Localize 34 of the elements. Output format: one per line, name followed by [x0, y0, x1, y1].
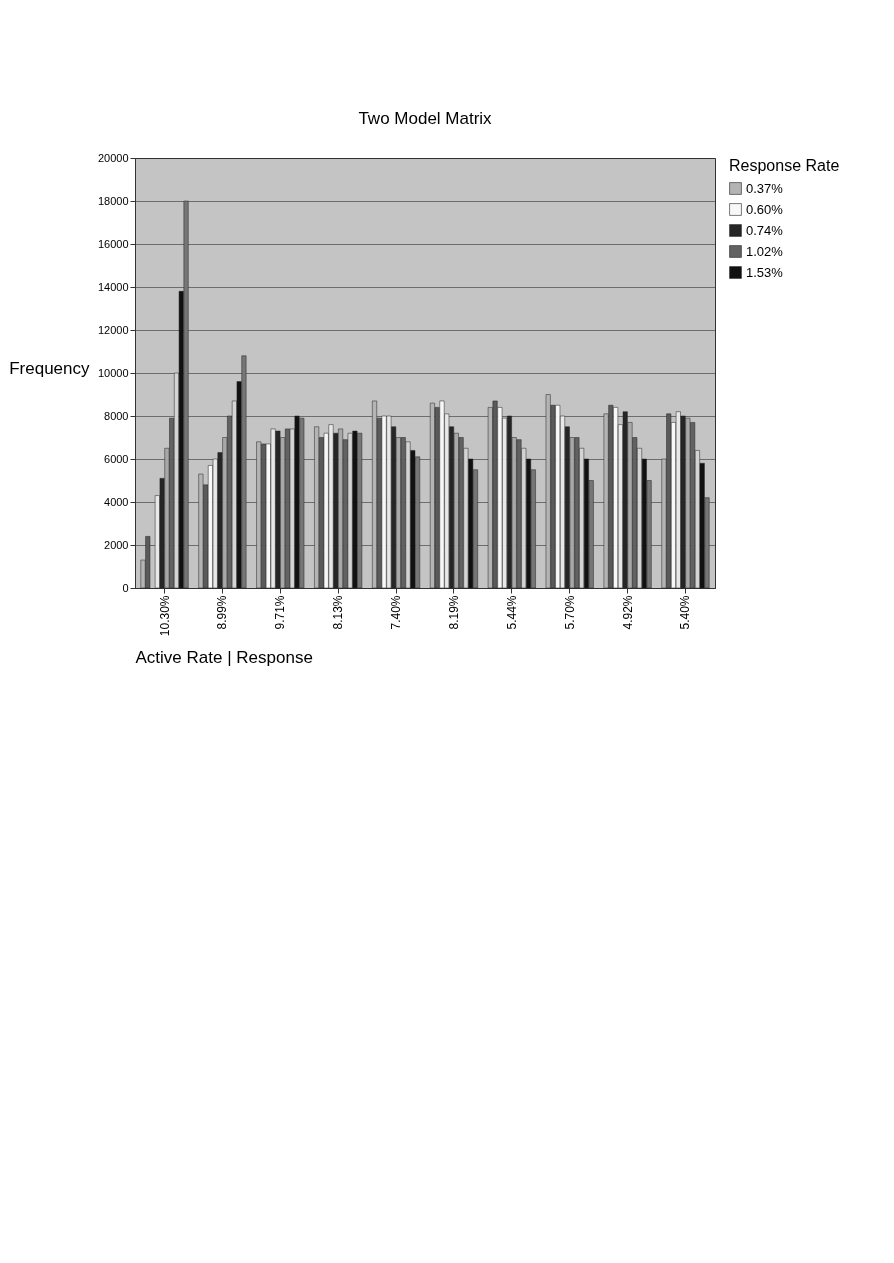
y-tick-label: 20000 [97, 151, 129, 164]
x-tick-label: 5.44% [504, 595, 519, 630]
x-tick-label: 4.92% [620, 595, 635, 630]
bar [545, 394, 551, 589]
y-tick-label: 10000 [97, 366, 129, 379]
bar [256, 441, 262, 589]
legend-label: 1.53% [746, 264, 784, 280]
y-tick-label: 4000 [104, 495, 129, 508]
x-tick-label: 8.99% [215, 595, 230, 630]
legend-label: 0.74% [746, 222, 784, 238]
x-axis-title: Active Rate | Response [135, 648, 313, 668]
y-tick-label: 6000 [104, 452, 129, 465]
x-tick-label: 5.40% [678, 595, 693, 630]
chart-title: Two Model Matrix [358, 109, 493, 128]
legend-label: 1.02% [746, 243, 784, 259]
y-tick-label: 8000 [104, 409, 129, 422]
x-tick-label: 5.70% [562, 595, 577, 630]
bar [314, 426, 320, 589]
x-tick-label: 8.19% [446, 595, 461, 630]
x-tick-label: 7.40% [389, 595, 404, 630]
x-tick-label: 8.13% [331, 595, 346, 630]
legend-label: 0.37% [746, 180, 784, 196]
bar [198, 473, 204, 589]
legend-label: 0.60% [746, 201, 784, 217]
x-tick-label: 9.71% [273, 595, 288, 630]
legend-title: Response Rate [729, 157, 840, 174]
y-tick-label: 16000 [97, 237, 129, 250]
y-axis-title: Frequency [9, 358, 90, 378]
y-tick-label: 12000 [97, 323, 129, 336]
x-tick-label: 10.30% [157, 595, 172, 637]
y-tick-label: 2000 [104, 538, 129, 551]
y-tick-label: 18000 [97, 194, 129, 207]
y-tick-label: 0 [122, 581, 129, 594]
y-tick-label: 14000 [97, 280, 129, 293]
